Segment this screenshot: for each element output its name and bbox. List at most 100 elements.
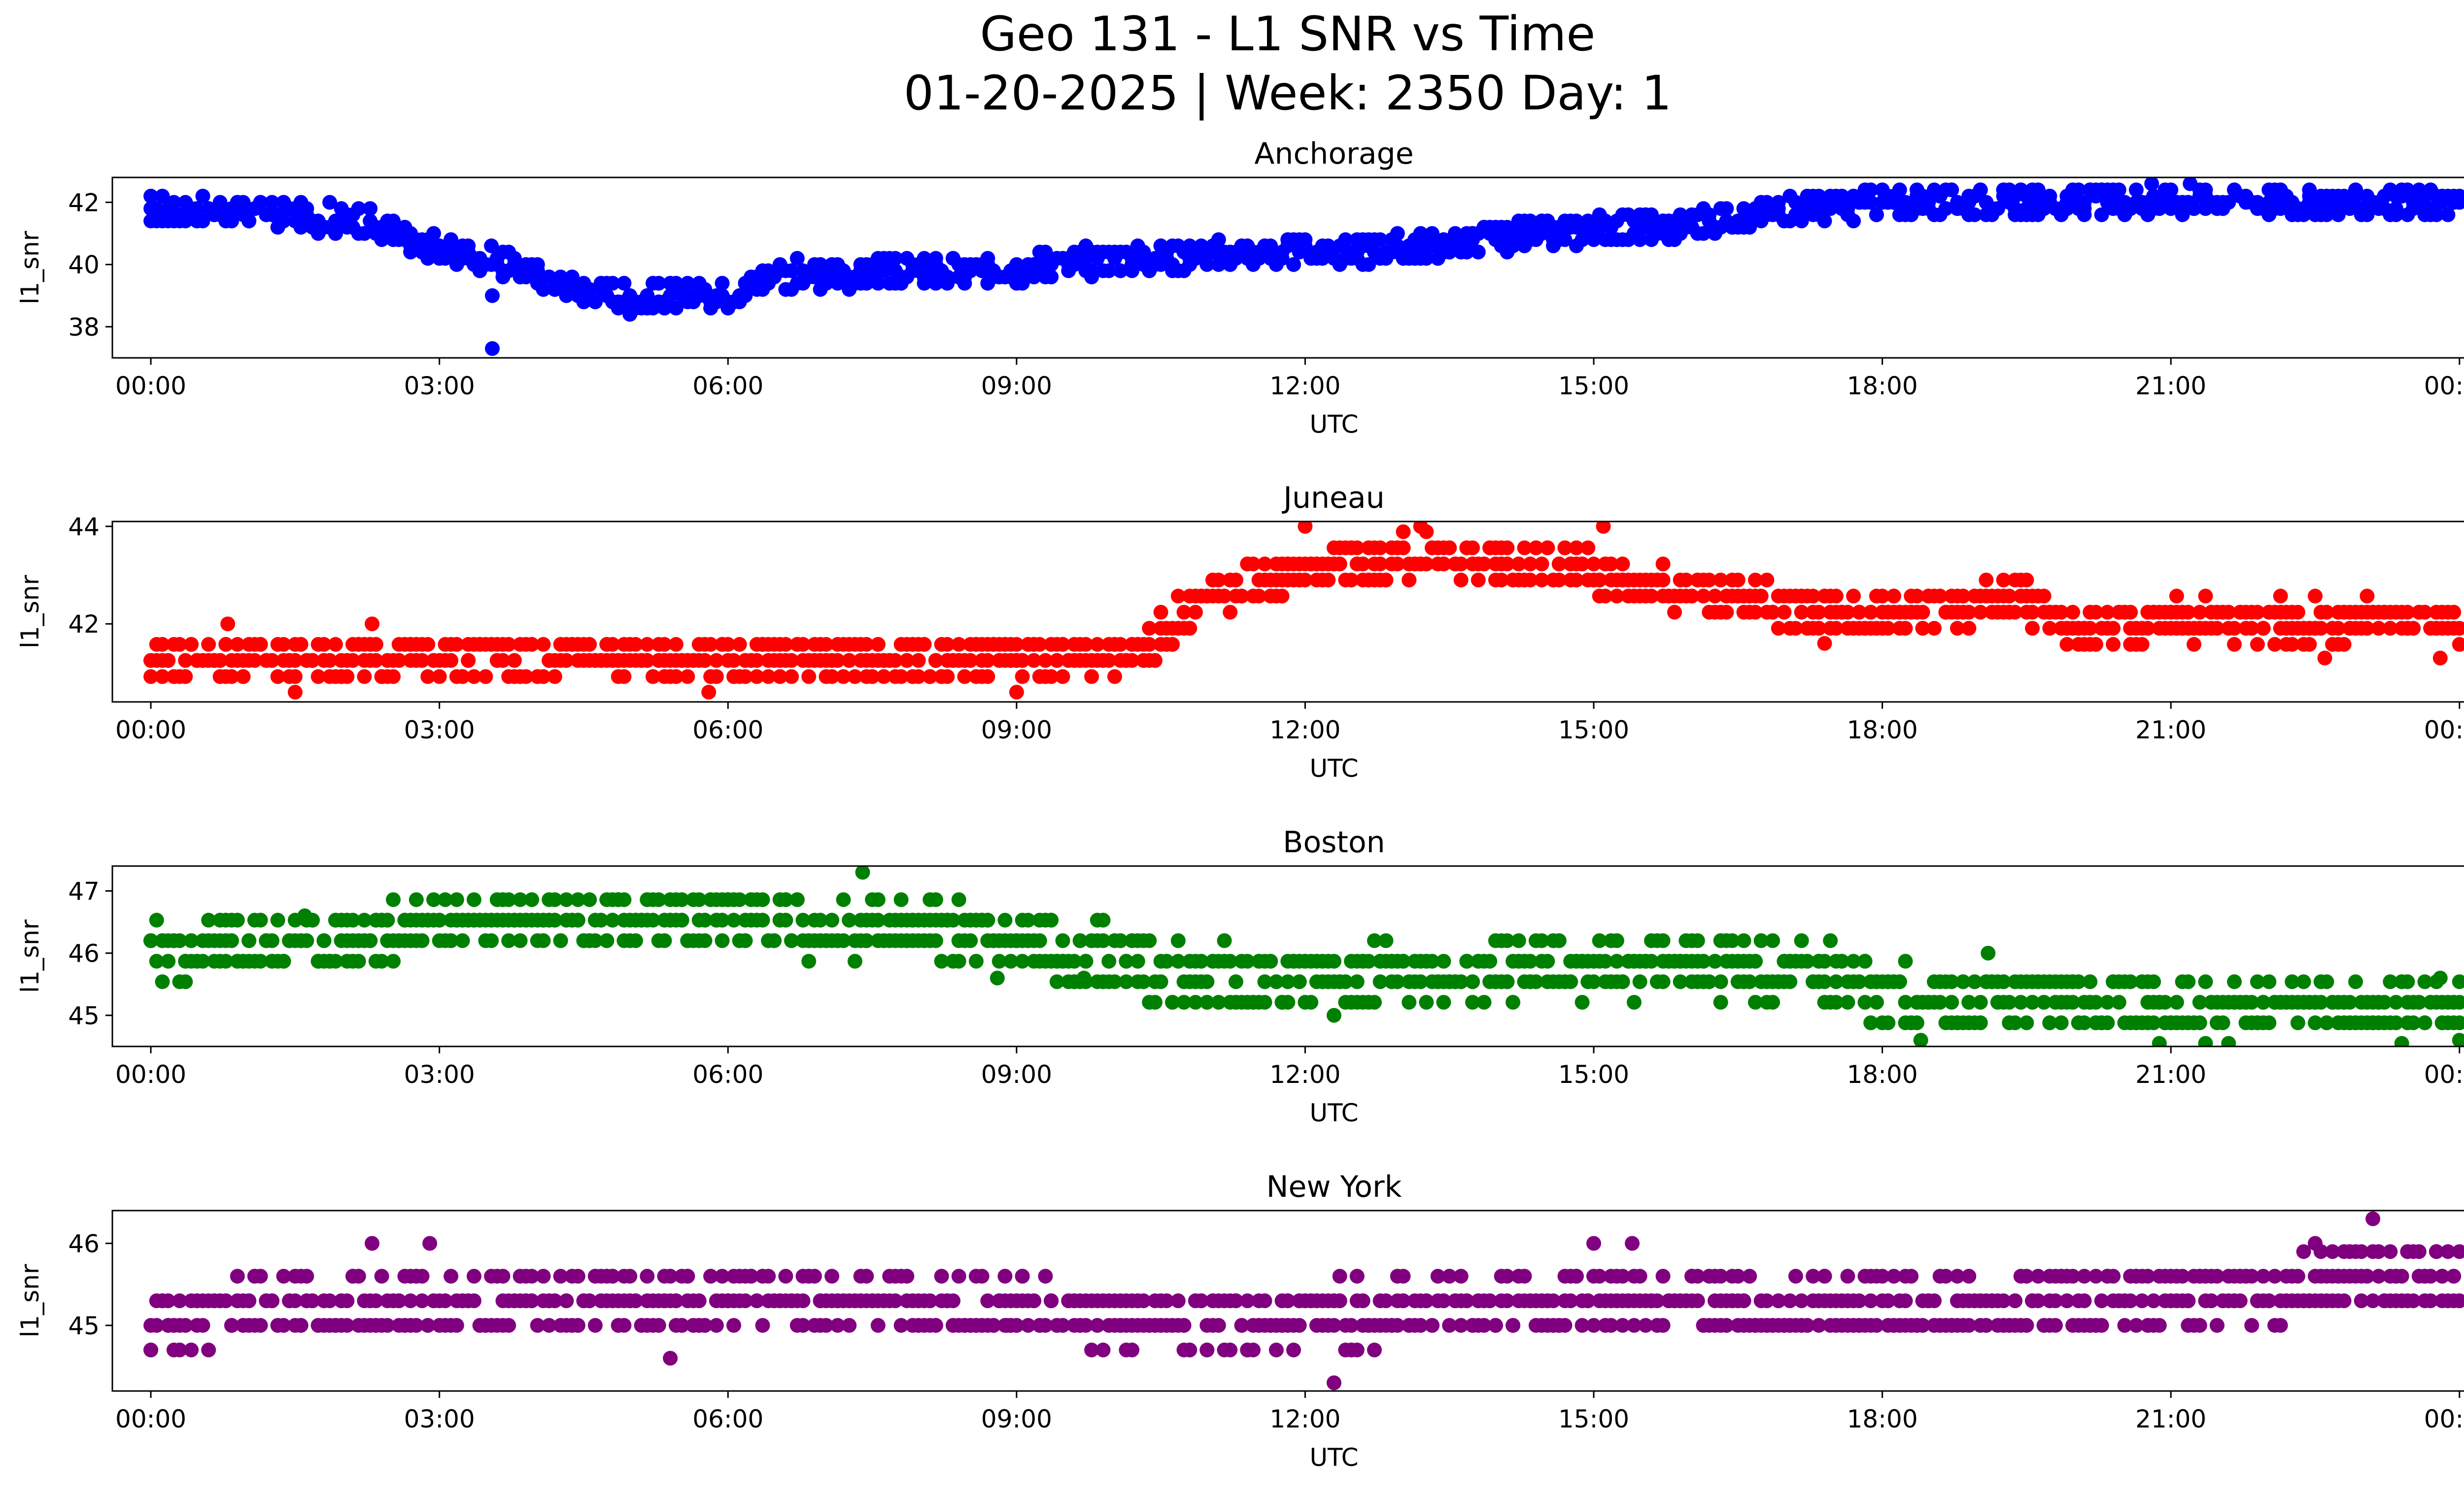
x-tick-label: 00:00 (115, 372, 186, 400)
data-point (870, 892, 886, 907)
data-point (968, 954, 984, 969)
data-point (668, 637, 684, 652)
data-point (1794, 605, 1809, 620)
data-point (836, 892, 851, 907)
data-point (749, 669, 764, 684)
data-point (1961, 1269, 1977, 1284)
data-point (2452, 637, 2464, 652)
data-point (1500, 1269, 1515, 1284)
data-point (507, 251, 522, 266)
data-point (2417, 605, 2432, 620)
data-point (143, 669, 159, 684)
data-point (530, 263, 545, 278)
data-point (715, 912, 730, 928)
data-point (1506, 995, 1521, 1010)
data-point (726, 912, 741, 928)
data-point (2128, 182, 2144, 198)
data-point (1055, 1318, 1070, 1333)
data-point (2417, 1015, 2432, 1030)
data-point (1413, 974, 1428, 989)
x-tick-label: 18:00 (1847, 1405, 1918, 1433)
y-tick-label: 46 (68, 1230, 100, 1258)
data-point (265, 933, 279, 948)
data-point (178, 669, 193, 684)
data-point (1234, 1318, 1249, 1333)
data-point (1453, 556, 1469, 572)
data-point (1892, 182, 1907, 198)
data-point (149, 1318, 164, 1333)
data-point (1349, 540, 1365, 556)
data-point (587, 933, 603, 948)
data-point (201, 912, 216, 928)
data-point (253, 195, 268, 210)
data-point-outlier (2144, 177, 2159, 191)
data-point (1811, 188, 1826, 204)
data-point (345, 653, 360, 668)
data-point (570, 1318, 585, 1333)
data-point (1574, 995, 1590, 1010)
data-point (1742, 220, 1757, 235)
data-point (201, 637, 216, 652)
data-point (986, 1318, 1001, 1333)
data-point (495, 653, 511, 668)
data-point (276, 954, 291, 969)
data-point (934, 1269, 949, 1284)
data-point (1263, 238, 1278, 253)
data-point (143, 933, 159, 948)
data-point (1967, 974, 1982, 989)
data-point (357, 669, 372, 684)
data-point (230, 912, 245, 928)
data-point (403, 1293, 418, 1308)
data-point (1955, 589, 1971, 604)
data-point (668, 669, 684, 684)
data-point (640, 288, 655, 303)
data-point (426, 892, 441, 907)
data-point (2209, 621, 2224, 636)
data-point (2348, 188, 2363, 204)
data-point (484, 238, 499, 253)
data-point-outlier (1817, 636, 1832, 651)
plot-frame (111, 176, 2464, 359)
data-point (316, 637, 332, 652)
data-point (2371, 621, 2386, 636)
data-point (2244, 1318, 2259, 1333)
data-point (2053, 1015, 2069, 1030)
data-point (2440, 207, 2456, 222)
data-point (715, 276, 730, 291)
data-point (709, 653, 724, 668)
x-tick-label: 06:00 (692, 372, 763, 400)
data-point (253, 1269, 268, 1284)
data-point (824, 669, 840, 684)
data-point (2290, 1015, 2305, 1030)
data-point (2256, 1269, 2271, 1284)
data-point (974, 1269, 990, 1284)
data-point (789, 251, 805, 266)
data-point (1551, 572, 1567, 588)
data-point (1973, 605, 1988, 620)
data-point (1961, 1318, 1977, 1333)
data-point (2140, 621, 2156, 636)
data-point (1817, 974, 1832, 989)
x-tick-label: 12:00 (1269, 372, 1340, 400)
data-point (1753, 933, 1769, 948)
data-point (466, 892, 481, 907)
data-point (444, 653, 459, 668)
data-point (1771, 621, 1786, 636)
data-point (2250, 974, 2265, 989)
data-point (1627, 995, 1642, 1010)
data-point (1228, 1293, 1243, 1308)
data-point (2267, 637, 2282, 652)
data-point (1055, 669, 1070, 684)
data-point (1927, 1293, 1942, 1308)
data-point (310, 669, 326, 684)
data-point (2187, 637, 2202, 652)
subplot-title: New York (1266, 1170, 1402, 1204)
data-point (340, 1293, 355, 1308)
data-point (1592, 572, 1607, 588)
data-point (744, 1269, 759, 1284)
data-point (1044, 912, 1059, 928)
data-point (1142, 621, 1157, 636)
y-tick-label: 40 (68, 251, 100, 279)
data-point (357, 226, 372, 241)
